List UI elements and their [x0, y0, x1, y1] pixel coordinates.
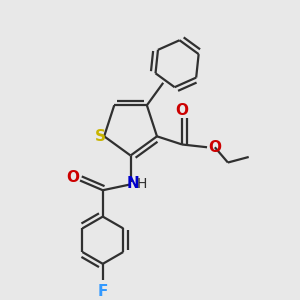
Text: N: N — [127, 176, 140, 191]
Text: O: O — [208, 140, 221, 155]
Text: H: H — [137, 177, 147, 191]
Text: O: O — [66, 170, 79, 185]
Text: O: O — [175, 103, 188, 118]
Text: S: S — [94, 129, 106, 144]
Text: F: F — [98, 284, 108, 299]
